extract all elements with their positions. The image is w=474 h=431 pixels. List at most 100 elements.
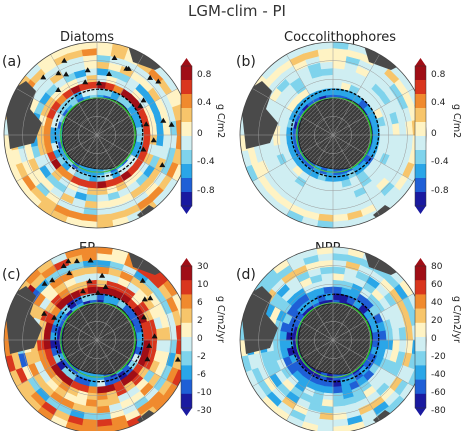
colorbar-segment: [181, 351, 192, 366]
graticule-meridian: [332, 339, 414, 387]
colorbar-extend-bottom: [415, 206, 426, 214]
colorbar-a: [180, 58, 193, 214]
core-marker: [140, 146, 147, 152]
field-cell: [332, 391, 344, 401]
core-marker: [159, 162, 166, 168]
panel-a-title: Diatoms: [60, 30, 115, 45]
cb-d-tick: 20: [431, 316, 443, 326]
field-cell: [332, 398, 345, 407]
graticule-meridian: [252, 339, 334, 387]
colorbar-extend-bottom: [181, 408, 192, 416]
field-cell: [272, 339, 282, 351]
core-marker: [40, 74, 47, 80]
core-marker: [147, 74, 154, 80]
map-panel-d: [239, 246, 427, 431]
field-cell: [85, 273, 98, 282]
field-cell: [378, 339, 387, 350]
colorbar-segment: [415, 164, 426, 179]
field-cell: [378, 125, 387, 136]
core-marker: [60, 263, 67, 268]
core-marker: [63, 71, 70, 77]
colorbar-segment: [181, 94, 192, 109]
colorbar-outline: [180, 265, 193, 409]
colorbar-segment: [415, 192, 426, 207]
map-panel-b: [239, 41, 427, 229]
field-cell: [96, 391, 108, 401]
figure-title: LGM-clim - PI: [188, 2, 286, 20]
graticule-meridian: [332, 259, 380, 341]
graticule-meridian: [96, 134, 144, 216]
core-marker: [41, 280, 48, 286]
cb-d-tick: 60: [431, 280, 443, 290]
graticule-meridian: [96, 339, 144, 421]
field-cell: [43, 339, 52, 350]
core-marker: [168, 121, 175, 127]
colorbar-segment: [181, 136, 192, 151]
field-cell: [398, 339, 407, 354]
front-black: [290, 88, 380, 178]
field-cell: [86, 186, 98, 196]
field-cell: [398, 326, 407, 341]
field-cell: [279, 339, 288, 350]
field-cell: [322, 391, 334, 401]
field-cell: [391, 134, 400, 147]
field-cell: [162, 326, 171, 341]
graticule-meridian: [96, 54, 144, 136]
colorbar-segment: [181, 379, 192, 395]
colorbar-outline: [414, 265, 427, 409]
cb-b-tick: 0.8: [431, 70, 446, 80]
field-cell: [43, 125, 52, 136]
field-cell: [142, 134, 151, 145]
field-cell: [319, 405, 334, 414]
graticule-meridian: [286, 339, 334, 421]
cb-d-tick: -20: [431, 352, 446, 362]
core-marker: [65, 258, 72, 264]
graticule-meridian: [332, 88, 414, 136]
field-cell: [86, 74, 98, 84]
colorbar-segment: [181, 150, 192, 165]
field-cell: [384, 134, 394, 146]
cb-c-unit: g C/m2/yr: [215, 296, 226, 343]
core-marker: [160, 117, 167, 123]
colorbar-segment: [415, 122, 426, 137]
colorbar-segment: [181, 66, 192, 81]
field-cell: [96, 398, 109, 407]
field-cell: [322, 74, 334, 84]
front-black: [290, 293, 380, 383]
core-marker: [55, 87, 62, 92]
colorbar-segment: [181, 192, 192, 207]
cb-d-tick: -80: [431, 406, 446, 416]
graticule-meridian: [96, 339, 178, 387]
field-cell: [398, 134, 407, 149]
core-marker: [111, 55, 118, 60]
field-cell: [87, 286, 98, 295]
colorbar-segment: [181, 365, 192, 380]
graticule-meridian: [286, 259, 334, 341]
colorbar-segment: [415, 266, 426, 281]
field-cell: [96, 378, 106, 387]
graticule-meridian: [332, 54, 380, 136]
cb-a-tick: 0.4: [197, 98, 212, 108]
colorbar-extend-top: [181, 58, 192, 66]
cb-d-tick: -60: [431, 388, 446, 398]
colorbar-extend-bottom: [415, 408, 426, 416]
colorbar-segment: [415, 322, 426, 338]
field-cell: [87, 385, 98, 394]
core-marker: [139, 277, 146, 283]
field-cell: [319, 266, 334, 275]
field-cell: [96, 180, 107, 189]
field-cell: [321, 68, 334, 77]
field-cell: [83, 405, 98, 414]
colorbar-segment: [181, 178, 192, 193]
graticule-meridian: [16, 293, 98, 341]
graticule-meridian: [332, 134, 414, 182]
colorbar-segment: [415, 280, 426, 295]
field-cell: [322, 279, 334, 289]
field-cell: [279, 134, 288, 145]
graticule-meridian: [50, 339, 98, 421]
graticule-meridian: [332, 293, 414, 341]
field-cell: [319, 61, 334, 70]
field-cell: [332, 405, 347, 414]
core-marker: [155, 78, 162, 84]
core-marker: [102, 284, 109, 289]
